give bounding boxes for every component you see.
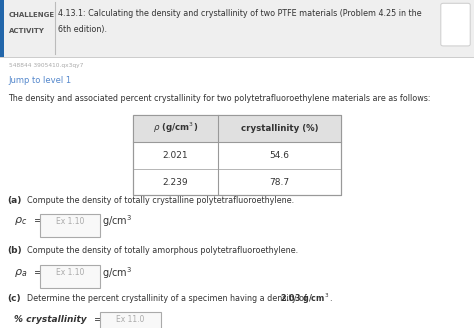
Text: $\rho_c$: $\rho_c$ [14,215,27,227]
Text: 78.7: 78.7 [270,177,290,187]
Text: Jump to level 1: Jump to level 1 [9,75,72,85]
Text: =: = [34,216,42,226]
Text: Compute the density of totally crystalline polytetrafluoroethylene.: Compute the density of totally crystalli… [27,195,295,205]
Text: $\mathbf{2.03}$ $\mathbf{g/cm}^3$: $\mathbf{2.03}$ $\mathbf{g/cm}^3$ [280,291,329,306]
FancyBboxPatch shape [40,214,100,237]
FancyBboxPatch shape [441,3,470,46]
Text: g/cm$^3$: g/cm$^3$ [102,265,132,281]
Text: 2.239: 2.239 [163,177,188,187]
FancyBboxPatch shape [0,0,4,57]
Text: g/cm$^3$: g/cm$^3$ [102,214,132,229]
FancyBboxPatch shape [40,265,100,288]
Text: 4.13.1: Calculating the density and crystallinity of two PTFE materials (Problem: 4.13.1: Calculating the density and crys… [58,9,421,18]
Text: (b): (b) [7,246,22,256]
Text: Ex 1.10: Ex 1.10 [56,268,84,277]
FancyBboxPatch shape [133,115,341,142]
Text: Ex 1.10: Ex 1.10 [56,217,84,226]
Text: 54.6: 54.6 [270,151,290,160]
Text: ACTIVITY: ACTIVITY [9,28,45,34]
Text: 6th edition).: 6th edition). [58,25,107,34]
Text: crystallinity (%): crystallinity (%) [241,124,319,133]
Text: $\rho$ (g/cm$^3$): $\rho$ (g/cm$^3$) [153,121,198,135]
Text: (a): (a) [7,195,21,205]
Text: .: . [329,294,332,303]
Text: Determine the percent crystallinity of a specimen having a density of: Determine the percent crystallinity of a… [27,294,310,303]
Text: % crystallinity: % crystallinity [14,315,87,324]
Text: =: = [34,268,42,278]
Text: CHALLENGE: CHALLENGE [9,12,55,18]
Text: =: = [94,315,102,325]
FancyBboxPatch shape [100,312,161,328]
Text: 2.021: 2.021 [163,151,188,160]
Text: (c): (c) [7,294,21,303]
FancyBboxPatch shape [0,0,474,57]
Text: Ex 11.0: Ex 11.0 [116,315,145,324]
Text: 548844 3905410.qx3qy7: 548844 3905410.qx3qy7 [9,63,83,68]
Text: Compute the density of totally amorphous polytetrafluoroethylene.: Compute the density of totally amorphous… [27,246,299,256]
Text: The density and associated percent crystallinity for two polytetrafluoroethylene: The density and associated percent cryst… [9,94,431,103]
Text: $\rho_a$: $\rho_a$ [14,267,27,279]
FancyBboxPatch shape [133,115,341,195]
